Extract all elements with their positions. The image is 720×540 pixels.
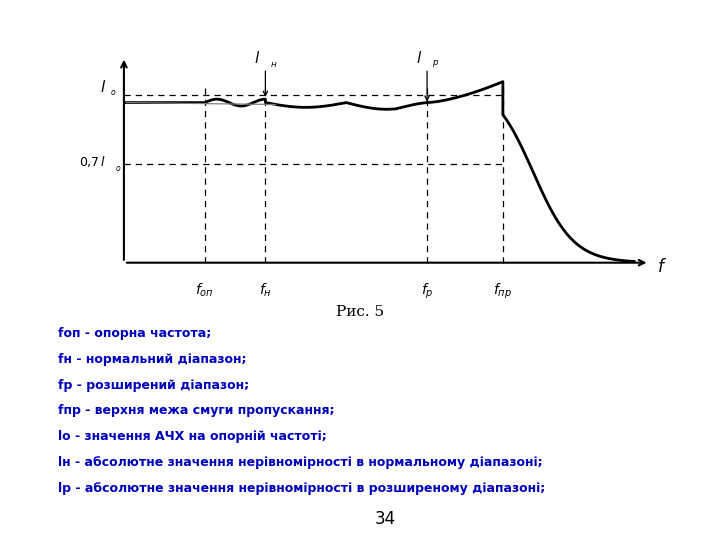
Text: $l$: $l$ — [416, 50, 422, 66]
Text: $f$: $f$ — [657, 258, 667, 275]
Text: lн - абсолютне значення нерівномірності в нормальному діапазоні;: lн - абсолютне значення нерівномірності … — [58, 456, 542, 469]
Text: fпр - верхня межа смуги пропускання;: fпр - верхня межа смуги пропускання; — [58, 404, 334, 417]
Text: fр - розширений діапазон;: fр - розширений діапазон; — [58, 379, 248, 392]
Text: Рис. 5: Рис. 5 — [336, 305, 384, 319]
Text: lр - абсолютне значення нерівномірності в розширеному діапазоні;: lр - абсолютне значення нерівномірності … — [58, 482, 545, 495]
Text: $_o$: $_o$ — [110, 88, 117, 98]
Text: fоп - опорна частота;: fоп - опорна частота; — [58, 327, 211, 340]
Text: $f_{р}$: $f_{р}$ — [420, 282, 433, 301]
Text: $_н$: $_н$ — [271, 57, 278, 70]
Text: $l$: $l$ — [100, 79, 107, 96]
Text: 34: 34 — [374, 510, 396, 528]
Text: $f_{оп}$: $f_{оп}$ — [195, 282, 214, 299]
Text: $l$: $l$ — [254, 50, 261, 66]
Text: $f_{пр}$: $f_{пр}$ — [493, 282, 513, 301]
Text: fн - нормальний діапазон;: fн - нормальний діапазон; — [58, 353, 246, 366]
Text: $_р$: $_р$ — [432, 57, 439, 70]
Text: $_o$: $_o$ — [115, 164, 122, 174]
Text: lo - значення АЧХ на опорній частоті;: lo - значення АЧХ на опорній частоті; — [58, 430, 326, 443]
Text: $f_{н}$: $f_{н}$ — [259, 282, 272, 299]
Text: $0{,}7\,l$: $0{,}7\,l$ — [79, 154, 107, 169]
